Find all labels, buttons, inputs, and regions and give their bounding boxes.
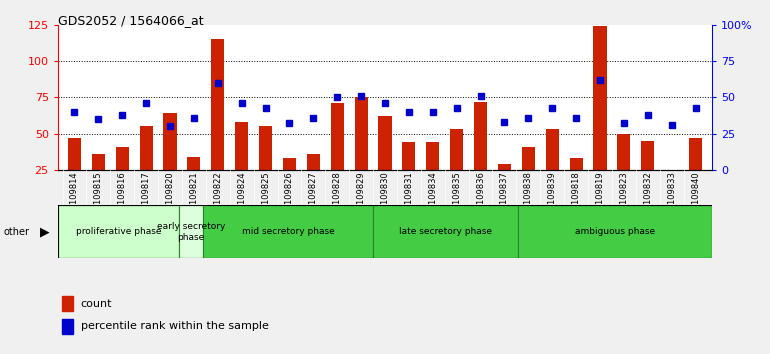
Text: GSM109822: GSM109822 (213, 171, 223, 222)
Bar (641, 141, 654, 170)
Bar (689, 138, 702, 170)
Bar (62, 319, 73, 334)
Text: GSM109824: GSM109824 (237, 171, 246, 222)
Bar (58, 205, 179, 258)
Text: GSM109828: GSM109828 (333, 171, 342, 222)
Bar (203, 205, 373, 258)
Bar (618, 133, 631, 170)
Text: GSM109817: GSM109817 (142, 171, 151, 222)
Text: GSM109826: GSM109826 (285, 171, 294, 222)
Bar (498, 164, 511, 170)
Bar (518, 205, 712, 258)
Text: late secretory phase: late secretory phase (399, 227, 492, 236)
Text: GSM109821: GSM109821 (189, 171, 199, 222)
Text: GSM109832: GSM109832 (643, 171, 652, 222)
Text: GSM109823: GSM109823 (619, 171, 628, 222)
Text: GSM109840: GSM109840 (691, 171, 700, 222)
Text: ▶: ▶ (40, 225, 49, 238)
Text: GSM109837: GSM109837 (500, 171, 509, 222)
Text: early secretory
phase: early secretory phase (157, 222, 226, 241)
Text: mid secretory phase: mid secretory phase (242, 227, 334, 236)
Bar (373, 205, 518, 258)
Text: GSM109839: GSM109839 (547, 171, 557, 222)
Text: GSM109814: GSM109814 (70, 171, 79, 222)
Text: count: count (81, 299, 112, 309)
Text: GSM109835: GSM109835 (452, 171, 461, 222)
Text: proliferative phase: proliferative phase (75, 227, 161, 236)
Bar (546, 129, 559, 170)
Bar (306, 154, 320, 170)
Text: other: other (4, 227, 30, 237)
Text: GSM109833: GSM109833 (667, 171, 676, 222)
Bar (570, 158, 583, 170)
Bar (139, 126, 152, 170)
Bar (179, 205, 203, 258)
Bar (354, 97, 368, 170)
Bar (474, 102, 487, 170)
Text: GDS2052 / 1564066_at: GDS2052 / 1564066_at (58, 14, 203, 27)
Text: GSM109816: GSM109816 (118, 171, 127, 222)
Text: GSM109834: GSM109834 (428, 171, 437, 222)
Bar (283, 158, 296, 170)
Text: GSM109819: GSM109819 (595, 171, 604, 222)
Bar (378, 116, 392, 170)
Bar (211, 39, 224, 170)
Bar (427, 142, 440, 170)
Bar (235, 122, 248, 170)
Text: GSM109815: GSM109815 (94, 171, 103, 222)
Bar (92, 154, 105, 170)
Bar (450, 129, 464, 170)
Bar (259, 126, 272, 170)
Text: GSM109831: GSM109831 (404, 171, 413, 222)
Bar (116, 147, 129, 170)
Bar (68, 138, 81, 170)
Bar (402, 142, 416, 170)
Bar (330, 103, 343, 170)
Text: percentile rank within the sample: percentile rank within the sample (81, 321, 269, 331)
Bar (522, 147, 535, 170)
Text: GSM109820: GSM109820 (166, 171, 175, 222)
Text: GSM109829: GSM109829 (357, 171, 366, 222)
Bar (187, 157, 200, 170)
Bar (163, 113, 176, 170)
Text: GSM109836: GSM109836 (476, 171, 485, 222)
Bar (62, 296, 73, 311)
Text: GSM109827: GSM109827 (309, 171, 318, 222)
Text: GSM109830: GSM109830 (380, 171, 390, 222)
Text: GSM109838: GSM109838 (524, 171, 533, 222)
Bar (594, 26, 607, 170)
Text: GSM109818: GSM109818 (571, 171, 581, 222)
Text: ambiguous phase: ambiguous phase (575, 227, 655, 236)
Text: GSM109825: GSM109825 (261, 171, 270, 222)
